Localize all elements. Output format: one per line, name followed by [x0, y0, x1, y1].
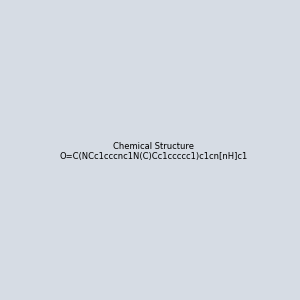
- Text: Chemical Structure
O=C(NCc1cccnc1N(C)Cc1ccccc1)c1cn[nH]c1: Chemical Structure O=C(NCc1cccnc1N(C)Cc1…: [60, 142, 248, 161]
